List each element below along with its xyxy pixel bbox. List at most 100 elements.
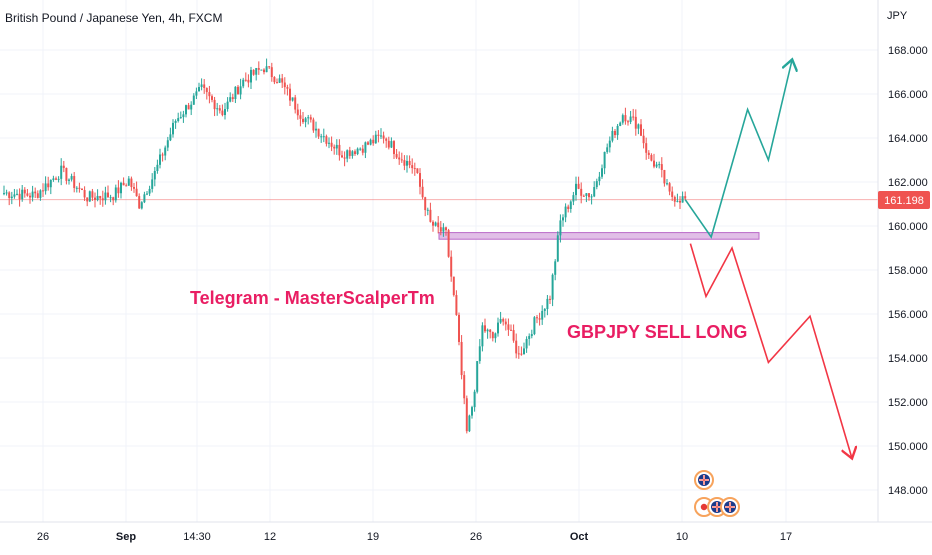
- candle: [47, 176, 50, 191]
- candle: [465, 395, 468, 434]
- candle: [419, 168, 421, 195]
- candle-body: [182, 114, 185, 118]
- candle-body: [255, 68, 258, 75]
- candle-body: [549, 298, 551, 300]
- candle-body: [146, 193, 148, 195]
- candle: [421, 179, 424, 200]
- candle-body: [346, 150, 349, 159]
- candle: [239, 78, 242, 100]
- candle-body: [49, 179, 52, 188]
- candle: [34, 187, 37, 198]
- candle: [13, 188, 16, 199]
- candle: [156, 159, 159, 174]
- candle-body: [364, 142, 367, 153]
- candle: [359, 147, 362, 151]
- candle-body: [559, 220, 562, 236]
- candle-body: [299, 115, 302, 119]
- candle-body: [642, 135, 645, 144]
- candle-body: [447, 230, 450, 257]
- candle-body: [520, 353, 523, 355]
- candle-body: [645, 143, 648, 153]
- candle-body: [296, 109, 299, 116]
- candle-body: [603, 151, 606, 169]
- candle-body: [122, 182, 125, 186]
- candle: [78, 182, 81, 193]
- candle-body: [44, 183, 47, 192]
- last-price-tag: 161.198: [878, 191, 930, 209]
- candle-body: [148, 188, 151, 194]
- candle: [94, 192, 96, 208]
- candle: [551, 273, 554, 307]
- candle-body: [658, 164, 661, 166]
- candle-body: [497, 322, 499, 334]
- candle-body: [533, 317, 536, 335]
- candle-body: [70, 176, 73, 180]
- candle: [603, 151, 606, 175]
- candle-body: [468, 415, 471, 432]
- candle: [200, 78, 203, 91]
- candle-body: [224, 109, 226, 116]
- candle-body: [304, 118, 307, 123]
- time-axis: 26 Sep 14:30 12 19 26 Oct 10 17: [37, 531, 792, 543]
- candle: [577, 176, 580, 190]
- candle: [114, 184, 117, 203]
- candle-body: [679, 200, 681, 203]
- candle: [62, 160, 65, 173]
- candle-body: [416, 168, 419, 174]
- candle-body: [390, 141, 393, 148]
- candle-body: [439, 227, 442, 232]
- price-tick-label: 152.000: [888, 397, 928, 409]
- candle: [426, 207, 429, 216]
- candle: [153, 167, 156, 187]
- candle: [497, 317, 499, 337]
- candle: [523, 342, 525, 355]
- candle-body: [411, 165, 414, 169]
- candle-body: [36, 193, 39, 198]
- candle: [18, 188, 21, 207]
- candle: [517, 345, 520, 359]
- candle: [338, 139, 341, 161]
- candle-body: [107, 192, 109, 198]
- candle: [385, 137, 388, 148]
- candle: [549, 295, 551, 304]
- candle-body: [281, 78, 284, 83]
- candle-body: [629, 116, 632, 122]
- candle: [107, 185, 109, 198]
- candle-body: [465, 398, 468, 432]
- candle-body: [437, 222, 440, 228]
- candles: [3, 58, 687, 434]
- candle: [73, 172, 76, 193]
- candle: [36, 190, 39, 199]
- candle: [458, 312, 460, 346]
- candle-body: [572, 195, 575, 202]
- candle-body: [309, 117, 312, 120]
- candle-body: [21, 189, 24, 200]
- candle: [88, 190, 91, 203]
- candle: [250, 66, 252, 89]
- candle-body: [575, 183, 577, 196]
- candle: [312, 117, 315, 133]
- candle: [343, 151, 346, 167]
- candle-body: [655, 164, 658, 167]
- candle-body: [234, 86, 237, 100]
- candle-body: [556, 235, 559, 262]
- candle: [242, 77, 245, 89]
- candle-body: [419, 173, 421, 187]
- candle: [562, 214, 564, 227]
- candle-body: [393, 141, 395, 155]
- candle-body: [294, 97, 297, 110]
- candle-body: [452, 276, 455, 296]
- time-tick-label: 26: [37, 531, 49, 543]
- candle-body: [127, 178, 130, 186]
- candle-body: [252, 69, 255, 75]
- candle: [629, 110, 632, 125]
- candle: [627, 119, 629, 126]
- telegram-annotation: Telegram - MasterScalperTm: [190, 288, 435, 308]
- candle: [642, 128, 645, 149]
- candle-body: [564, 206, 567, 218]
- candle: [257, 61, 260, 75]
- candle: [679, 196, 681, 209]
- chart-title: British Pound / Japanese Yen, 4h, FXCM: [5, 11, 222, 25]
